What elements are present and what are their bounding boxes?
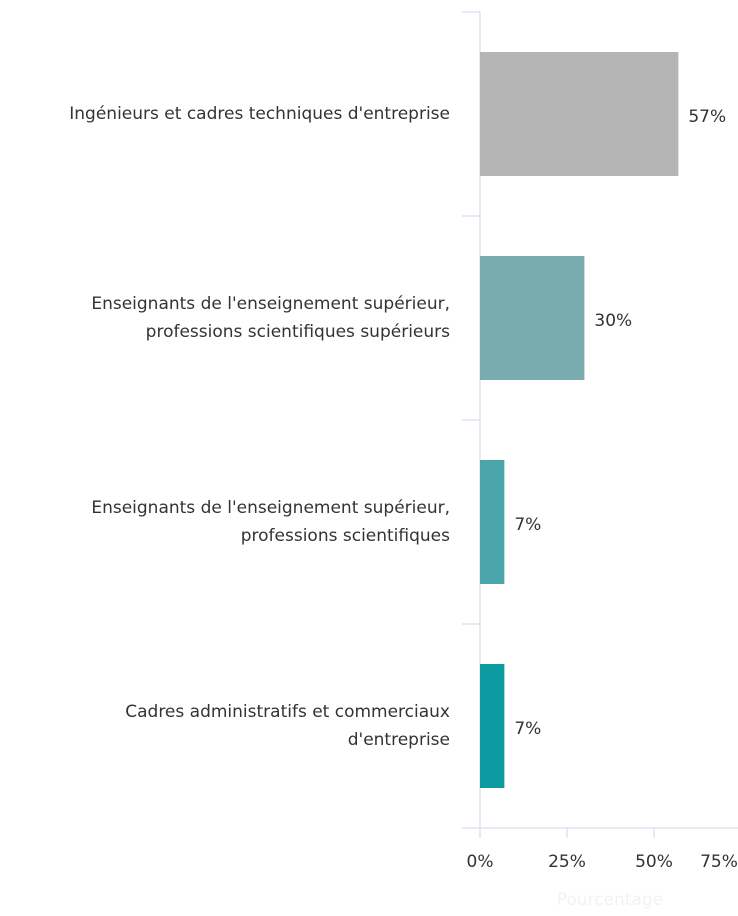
bar (480, 52, 679, 176)
x-axis-title: Pourcentage (557, 890, 663, 910)
value-label: 7% (514, 515, 541, 535)
x-tick-label: 25% (548, 852, 586, 872)
value-label: 7% (514, 719, 541, 739)
y-tick-label: Cadres administratifs et commerciaux d'en… (125, 702, 450, 750)
y-tick-label: Ingénieurs et cadres techniques d'entrep… (69, 104, 450, 124)
y-tick-label: Enseignants de l'enseignement supérieur,… (91, 498, 450, 546)
x-tick-label: 0% (467, 852, 494, 872)
value-label: 30% (594, 311, 632, 331)
y-tick-label: Enseignants de l'enseignement supérieur,… (91, 294, 450, 342)
x-tick-label: 75% (700, 852, 738, 872)
bar (480, 256, 585, 380)
bar (480, 664, 505, 788)
bar (480, 460, 505, 584)
value-label: 57% (688, 107, 726, 127)
x-tick-label: 50% (635, 852, 673, 872)
